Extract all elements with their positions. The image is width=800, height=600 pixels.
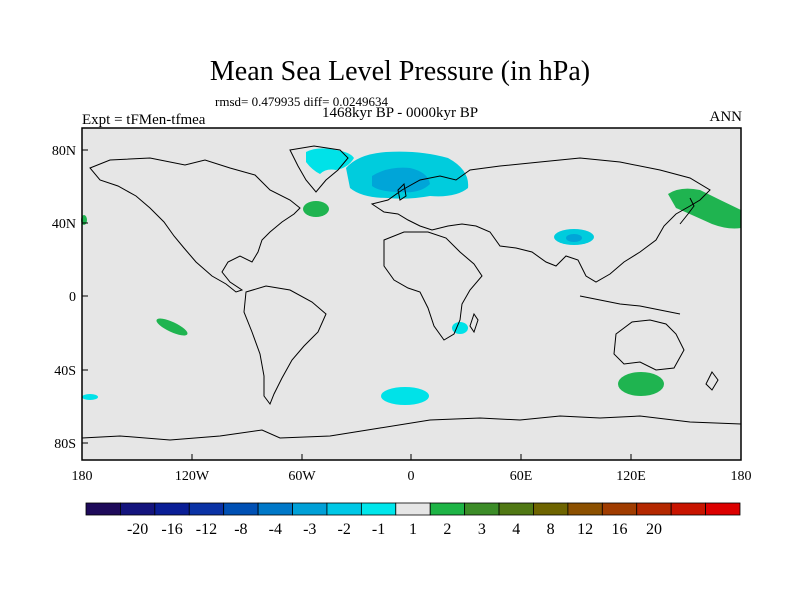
colorbar-label: -16: [161, 521, 182, 538]
anomaly-east-pacific-south: [82, 394, 98, 400]
anomaly-south-pacific: [156, 318, 188, 336]
coast-uk: [397, 182, 407, 201]
colorbar-label: 4: [512, 521, 520, 538]
colorbar-swatch: [85, 502, 121, 516]
coast-north-america: [89, 157, 301, 293]
colorbar-swatch: [670, 502, 706, 516]
colorbar-label: -8: [234, 521, 247, 538]
coast-australia: [613, 319, 685, 371]
anomaly-scandinavia-core: [372, 167, 430, 193]
stats-label: rmsd= 0.479935 diff= 0.0249634: [215, 94, 388, 109]
colorbar-swatch: [188, 502, 225, 516]
colorbar-swatch: [636, 502, 672, 516]
x-tick-label: 180: [731, 469, 752, 484]
season-label: ANN: [709, 109, 743, 125]
colorbar-label: 8: [547, 521, 555, 538]
anomaly-mozambique: [452, 322, 468, 334]
x-tick-label: 120W: [175, 469, 210, 484]
anomaly-tibet-core: [566, 234, 582, 242]
coast-greenland: [289, 145, 349, 193]
colorbar: [85, 502, 741, 516]
colorbar-label: -1: [372, 521, 385, 538]
colorbar-swatch: [395, 502, 431, 516]
x-axis-labels: 180 120W 60W 0 60E 120E 180: [72, 469, 752, 484]
colorbar-swatch: [601, 502, 638, 516]
colorbar-swatch: [498, 502, 534, 516]
y-tick-label: 0: [69, 290, 76, 305]
colorbar-swatch: [464, 502, 500, 516]
colorbar-swatch: [154, 502, 190, 516]
anomaly-south-atlantic: [381, 387, 429, 405]
coast-south-america: [243, 285, 327, 406]
x-tick-label: 0: [408, 469, 415, 484]
y-tick-label: 40S: [54, 364, 76, 379]
colorbar-swatch: [705, 502, 741, 516]
colorbar-labels: -20 -16 -12 -8 -4 -3 -2 -1 1 2 3 4 8 12 16 20: [127, 521, 662, 538]
coastlines: [81, 145, 742, 441]
colorbar-label: -2: [337, 521, 350, 538]
anomaly-southern-ocean: [618, 372, 664, 396]
y-axis-labels: 80N 40N 0 40S 80S: [52, 144, 76, 452]
y-tick-label: 80S: [54, 437, 76, 452]
colorbar-swatch: [360, 502, 397, 516]
anomaly-north-pacific: [668, 188, 741, 229]
colorbar-label: -3: [303, 521, 316, 538]
period-label: 1468kyr BP - 0000kyr BP: [322, 105, 479, 121]
colorbar-label: -12: [196, 521, 217, 538]
x-tick-label: 60E: [510, 469, 533, 484]
coast-antarctica: [81, 415, 742, 441]
coast-indonesia: [579, 295, 681, 315]
map-title: Mean Sea Level Pressure (in hPa): [209, 56, 591, 87]
anomaly-newfoundland: [303, 201, 329, 217]
colorbar-swatch: [326, 502, 362, 516]
colorbar-swatch: [567, 502, 603, 516]
tick-marks: [82, 149, 632, 460]
anomaly-layer: [81, 148, 741, 405]
colorbar-swatch: [292, 502, 328, 516]
colorbar-label: -20: [127, 521, 148, 538]
colorbar-label: 2: [443, 521, 451, 538]
colorbar-swatch: [533, 502, 569, 516]
colorbar-label: 1: [409, 521, 417, 538]
coast-africa: [383, 231, 483, 341]
coast-new-zealand: [705, 371, 719, 391]
experiment-label: Expt = tFMen-tfmea: [82, 112, 206, 128]
y-tick-label: 80N: [52, 144, 76, 159]
coast-japan: [679, 197, 695, 225]
colorbar-swatch: [257, 502, 293, 516]
colorbar-swatch: [429, 502, 466, 516]
coast-madagascar: [469, 312, 479, 334]
colorbar-swatch: [223, 502, 259, 516]
colorbar-label: 12: [577, 521, 593, 538]
x-tick-label: 180: [72, 469, 93, 484]
colorbar-label: 3: [478, 521, 486, 538]
anomaly-greenland: [306, 148, 354, 174]
y-tick-label: 40N: [52, 217, 76, 232]
colorbar-label: 20: [646, 521, 662, 538]
x-tick-label: 60W: [288, 469, 316, 484]
colorbar-label: -4: [269, 521, 282, 538]
x-tick-label: 120E: [616, 469, 646, 484]
coast-europe-asia: [370, 157, 711, 283]
colorbar-swatch: [120, 502, 156, 516]
colorbar-label: 16: [612, 521, 628, 538]
